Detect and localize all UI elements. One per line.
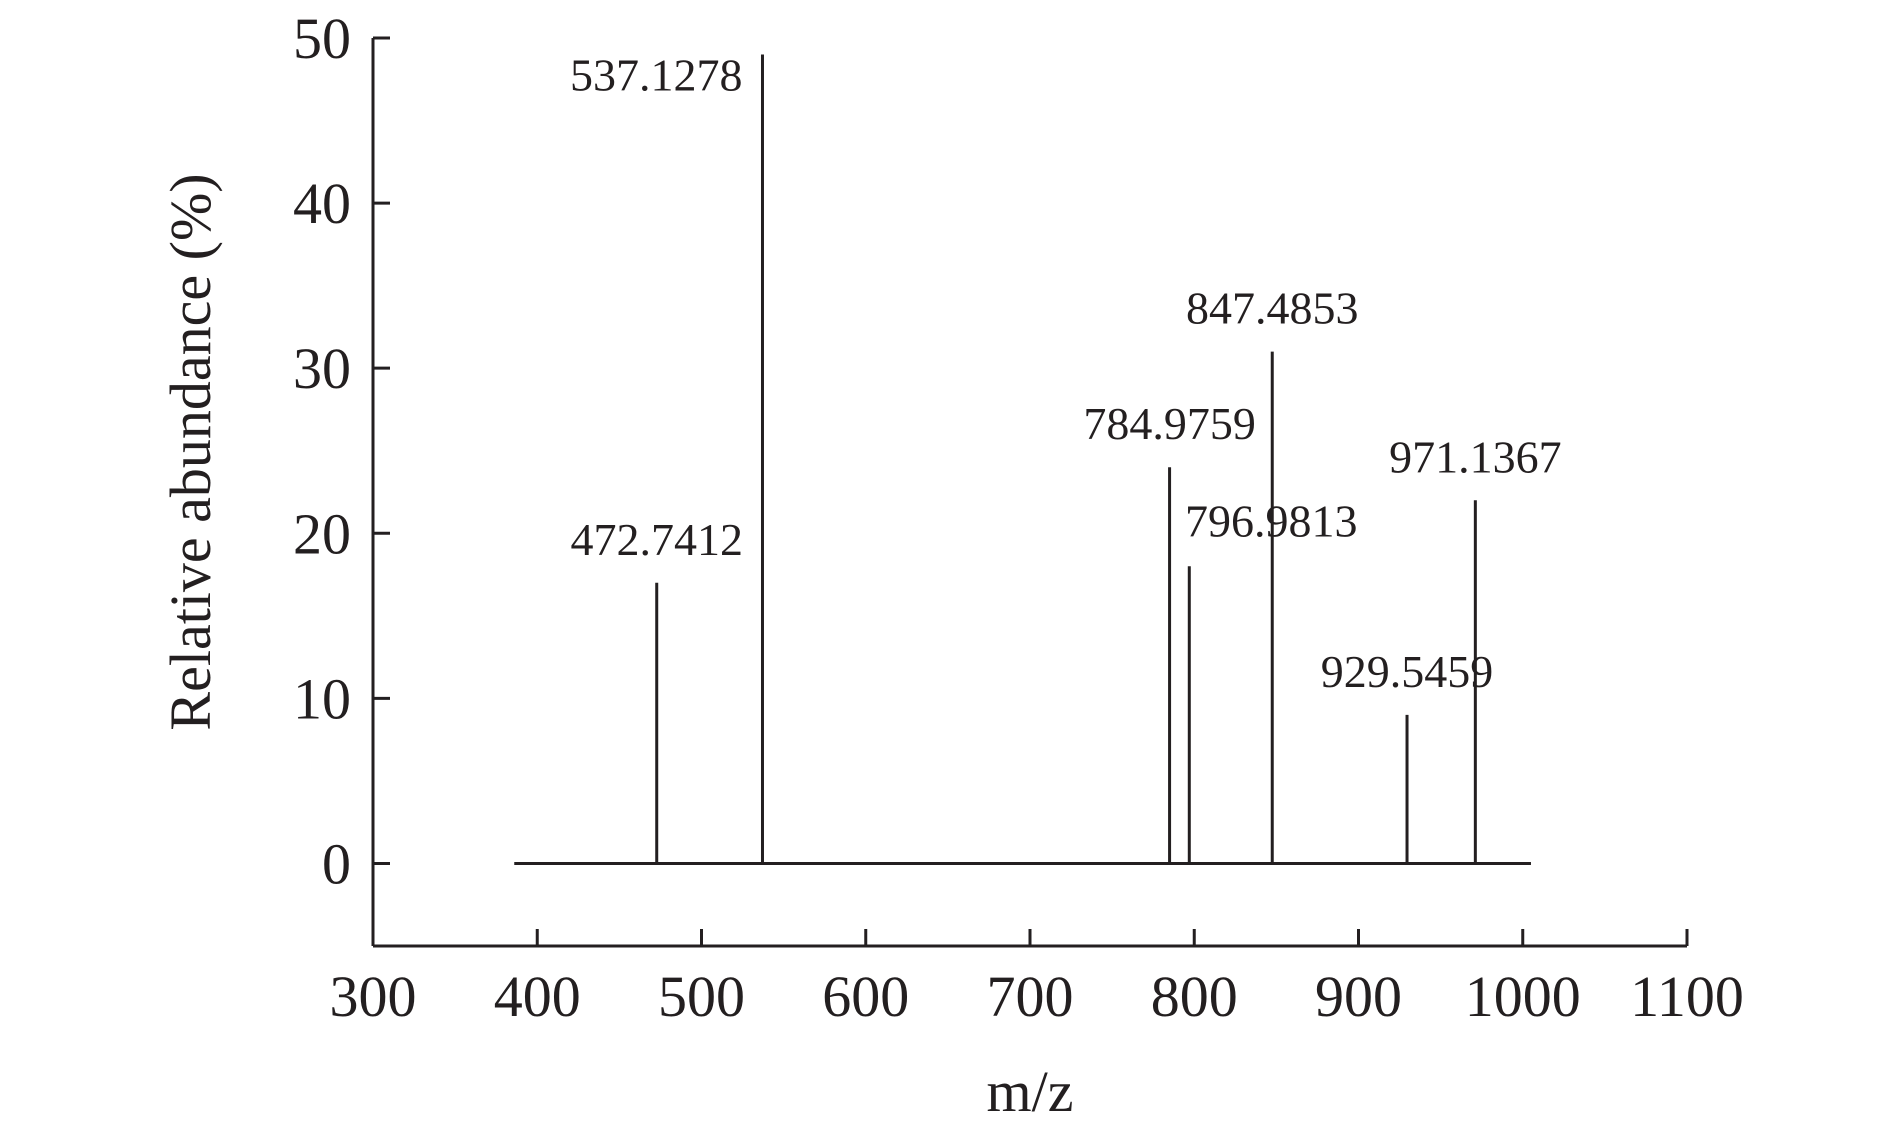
x-axis-title: m/z [987, 1059, 1074, 1124]
y-tick-label: 50 [293, 6, 351, 71]
y-tick-label: 20 [293, 501, 351, 566]
x-tick-label: 1000 [1465, 964, 1581, 1029]
axes [371, 38, 1687, 948]
y-tick-label: 0 [322, 831, 351, 896]
peak-label: 472.7412 [570, 514, 743, 565]
x-tick-label: 900 [1315, 964, 1402, 1029]
x-ticks: 300 400 500 600 700 800 900 1000 1100 [330, 929, 1744, 1029]
x-tick-label: 600 [822, 964, 909, 1029]
x-tick-label: 500 [658, 964, 745, 1029]
y-ticks: 0 10 20 30 40 50 [293, 6, 390, 896]
y-axis-title: Relative abundance (%) [158, 173, 223, 730]
x-tick-label: 300 [330, 964, 417, 1029]
peak-label: 784.9759 [1083, 398, 1256, 449]
y-tick-label: 40 [293, 171, 351, 236]
spectrum-peaks: 472.7412537.1278784.9759796.9813847.4853… [570, 50, 1562, 864]
x-tick-label: 700 [987, 964, 1074, 1029]
x-tick-label: 1100 [1630, 964, 1744, 1029]
y-tick-label: 10 [293, 666, 351, 731]
peak-label: 847.4853 [1186, 283, 1359, 334]
x-tick-label: 400 [494, 964, 581, 1029]
y-tick-label: 30 [293, 336, 351, 401]
peak-label: 537.1278 [570, 50, 743, 101]
peak-label: 971.1367 [1389, 431, 1562, 482]
x-tick-label: 800 [1151, 964, 1238, 1029]
peak-label: 929.5459 [1321, 646, 1494, 697]
